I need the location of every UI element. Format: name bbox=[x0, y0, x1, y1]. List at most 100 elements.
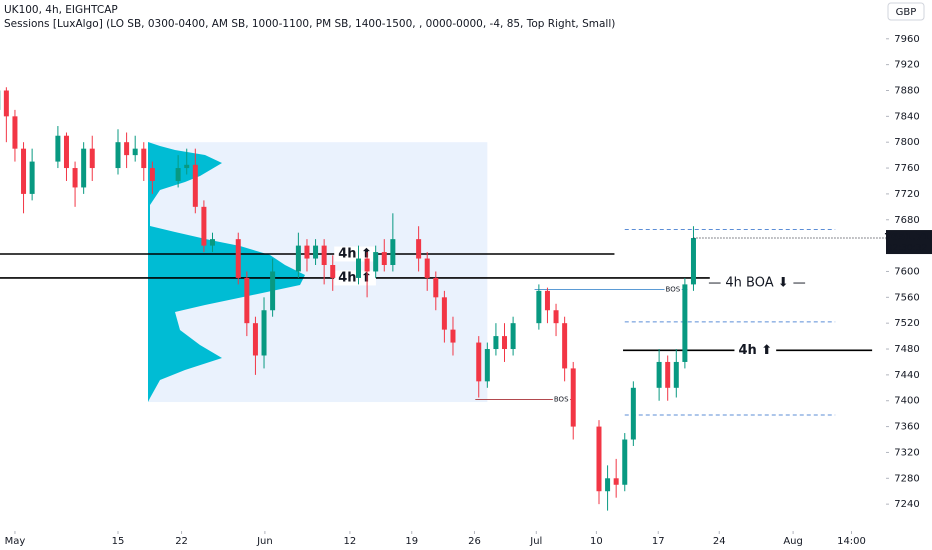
candle-body bbox=[89, 148, 95, 169]
candle-body bbox=[416, 239, 422, 259]
candle-body bbox=[605, 478, 611, 492]
candle-body bbox=[149, 168, 155, 181]
candle-body bbox=[656, 361, 662, 388]
candle-body bbox=[304, 245, 310, 259]
x-tick-label: Jul bbox=[529, 536, 542, 547]
level-label: 4h ⬆ bbox=[738, 343, 772, 358]
candle-body bbox=[510, 323, 516, 350]
candle-body bbox=[570, 368, 576, 427]
candle-body bbox=[72, 168, 78, 188]
x-tick-label: 12 bbox=[344, 536, 357, 547]
x-tick-label: Aug bbox=[783, 536, 803, 547]
indicator-label: Sessions [LuxAlgo] (LO SB, 0300-0400, AM… bbox=[4, 18, 615, 30]
y-tick-label: 7480 bbox=[894, 344, 919, 355]
y-tick-label: 7240 bbox=[894, 499, 919, 510]
candle-body bbox=[321, 245, 327, 265]
candle-body bbox=[29, 161, 35, 194]
candle-body bbox=[132, 148, 138, 156]
x-tick-label: Jun bbox=[256, 536, 273, 547]
y-tick-label: 7600 bbox=[894, 266, 919, 277]
y-tick-label: 7280 bbox=[894, 473, 919, 484]
level-label-bg bbox=[334, 270, 376, 286]
candle-body bbox=[55, 135, 61, 162]
candle-body bbox=[175, 168, 181, 181]
candle-body bbox=[665, 361, 671, 388]
candle-body bbox=[252, 323, 258, 356]
candle-body bbox=[124, 142, 130, 156]
candle-body bbox=[364, 258, 370, 272]
candle-body bbox=[433, 277, 439, 298]
candle-body bbox=[244, 277, 250, 324]
y-tick-label: 7720 bbox=[894, 189, 919, 200]
candle-body bbox=[502, 336, 508, 350]
candle-body bbox=[562, 323, 568, 369]
candle-body bbox=[536, 290, 542, 324]
candle-body bbox=[115, 142, 121, 169]
candle-body bbox=[450, 329, 456, 343]
candle-body bbox=[373, 252, 379, 272]
candle-body bbox=[356, 258, 362, 278]
x-tick-label: May bbox=[5, 536, 26, 547]
candle-body bbox=[63, 135, 69, 169]
level-label: 4h ⬆ bbox=[338, 247, 372, 262]
last-price-box bbox=[886, 230, 932, 255]
volume-profile bbox=[148, 142, 305, 402]
y-tick-label: 7880 bbox=[894, 85, 919, 96]
level-label: BOS bbox=[666, 286, 681, 294]
y-tick-label: 7400 bbox=[894, 396, 919, 407]
candle-body bbox=[192, 164, 198, 207]
y-tick-label: 7680 bbox=[894, 215, 919, 226]
y-tick-label: 7440 bbox=[894, 370, 919, 381]
candle-body bbox=[596, 426, 602, 492]
x-tick-label: 22 bbox=[175, 536, 188, 547]
level-label-bg bbox=[664, 285, 682, 294]
candle-body bbox=[235, 239, 241, 278]
x-tick-label: 15 bbox=[112, 536, 125, 547]
candle-body bbox=[201, 206, 207, 246]
y-tick-label: 7520 bbox=[894, 318, 919, 329]
countdown: 02:30:32 bbox=[887, 244, 927, 254]
x-tick-label: 14:00 bbox=[837, 536, 866, 547]
candle-body bbox=[630, 387, 636, 440]
level-label-bg bbox=[734, 342, 777, 358]
candle-body bbox=[3, 90, 9, 117]
chart-title: UK100, 4h, EIGHTCAP bbox=[4, 4, 118, 16]
candle-body bbox=[613, 478, 619, 485]
x-tick-label: 10 bbox=[590, 536, 603, 547]
y-tick-label: 7800 bbox=[894, 137, 919, 148]
candle-body bbox=[673, 361, 679, 388]
y-tick-label: 7760 bbox=[894, 163, 919, 174]
level-label-bg bbox=[552, 395, 571, 404]
candle-body bbox=[476, 342, 482, 382]
x-tick-label: 26 bbox=[468, 536, 481, 547]
candle-body bbox=[690, 238, 696, 285]
candle-body bbox=[544, 290, 550, 311]
y-tick-label: 7920 bbox=[894, 60, 919, 71]
candle-body bbox=[390, 239, 396, 265]
last-price-label: 7651.71 bbox=[884, 232, 930, 243]
candle-body bbox=[622, 439, 628, 485]
candle-body bbox=[484, 349, 490, 382]
candle-body bbox=[184, 164, 190, 169]
x-tick-label: 19 bbox=[405, 536, 418, 547]
candle-body bbox=[441, 297, 447, 330]
x-tick-label: 24 bbox=[713, 536, 726, 547]
level-label-bg bbox=[334, 246, 376, 262]
y-tick-label: 7560 bbox=[894, 292, 919, 303]
candle-body bbox=[261, 310, 267, 356]
y-tick-label: 7360 bbox=[894, 422, 919, 433]
candle-body bbox=[313, 245, 319, 259]
currency-box bbox=[887, 2, 925, 21]
candle-body bbox=[553, 310, 559, 324]
candle-body bbox=[381, 252, 387, 265]
candle-body bbox=[141, 148, 147, 169]
candle-body bbox=[424, 258, 430, 278]
y-tick-label: 7320 bbox=[894, 447, 919, 458]
candle-body bbox=[209, 239, 215, 246]
candle-body bbox=[330, 265, 336, 278]
candle-body bbox=[21, 148, 27, 194]
annotation: — 4h BOA ⬇ — bbox=[708, 276, 806, 291]
candle-body bbox=[682, 284, 688, 362]
y-tick-label: 7840 bbox=[894, 111, 919, 122]
